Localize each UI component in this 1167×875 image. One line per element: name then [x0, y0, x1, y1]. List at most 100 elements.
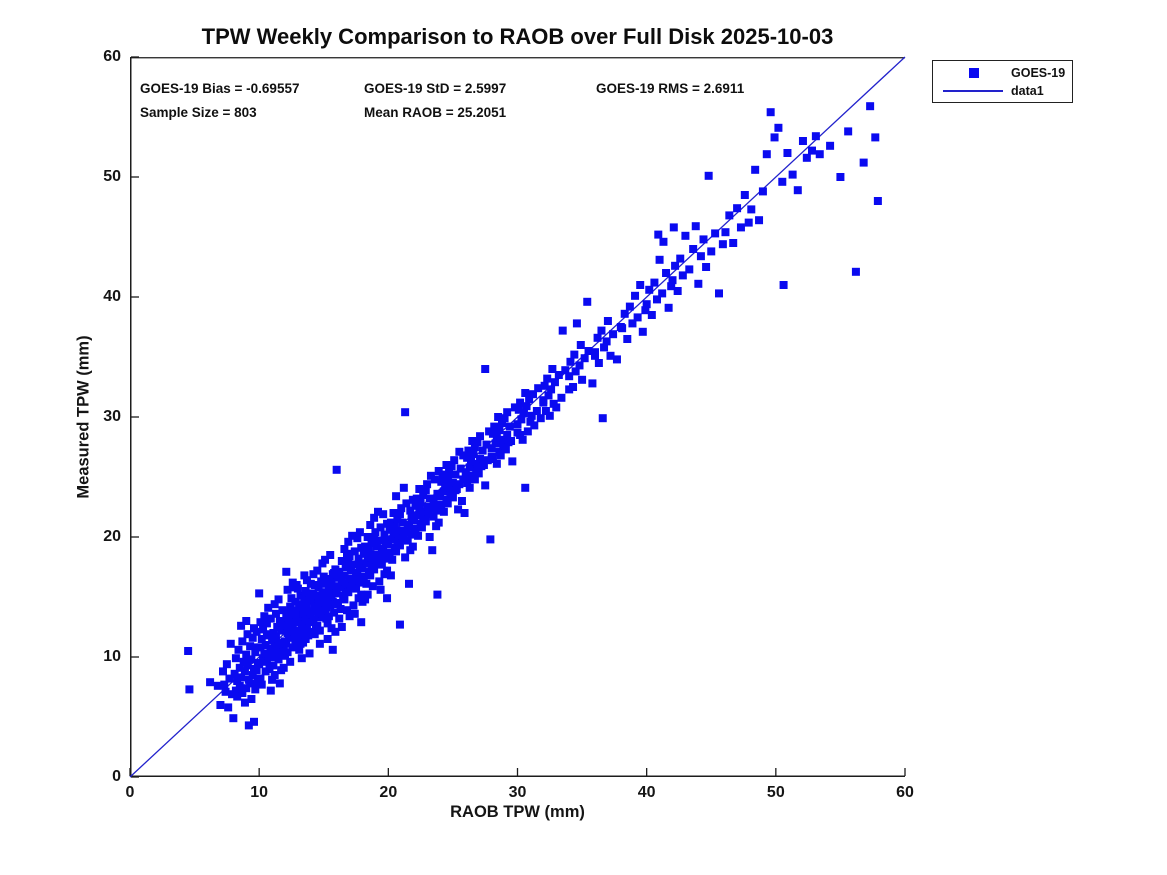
scatter-marker — [229, 714, 238, 723]
scatter-marker — [561, 366, 570, 375]
scatter-marker — [514, 405, 523, 414]
scatter-marker — [323, 596, 332, 605]
scatter-marker — [235, 663, 244, 672]
scatter-marker — [490, 422, 499, 431]
scatter-marker — [352, 584, 361, 593]
scatter-marker — [371, 528, 380, 537]
scatter-marker — [256, 674, 265, 683]
scatter-marker — [481, 365, 490, 373]
scatter-marker — [689, 245, 698, 253]
scatter-marker — [268, 653, 277, 661]
scatter-marker — [513, 420, 522, 429]
scatter-marker — [523, 427, 532, 436]
scatter-marker — [318, 588, 327, 597]
scatter-marker — [331, 627, 340, 636]
scatter-marker — [530, 421, 539, 430]
scatter-marker — [464, 446, 473, 455]
scatter-marker — [284, 608, 293, 617]
scatter-marker — [755, 216, 764, 225]
scatter-marker — [395, 620, 404, 629]
scatter-marker — [266, 686, 275, 695]
scatter-marker — [704, 171, 713, 180]
scatter-marker — [268, 675, 277, 684]
scatter-marker — [446, 483, 455, 492]
scatter-marker — [529, 390, 537, 399]
scatter-marker — [389, 529, 398, 538]
scatter-marker — [335, 614, 344, 623]
scatter-marker — [259, 625, 268, 634]
scatter-marker — [340, 595, 349, 604]
scatter-marker — [274, 655, 283, 664]
scatter-marker — [243, 661, 252, 670]
scatter-marker — [301, 635, 310, 643]
y-tick-label: 10 — [103, 648, 121, 665]
scatter-marker — [385, 551, 394, 559]
scatter-marker — [552, 403, 561, 412]
scatter-marker — [283, 585, 292, 594]
scatter-marker — [405, 579, 413, 588]
scatter-marker — [240, 667, 249, 676]
scatter-marker — [421, 517, 430, 526]
scatter-marker — [262, 657, 271, 666]
scatter-marker — [423, 503, 432, 511]
scatter-marker — [256, 618, 265, 627]
scatter-marker — [322, 579, 331, 588]
scatter-marker — [250, 624, 258, 633]
scatter-marker — [650, 278, 659, 287]
scatter-marker — [452, 485, 461, 493]
scatter-marker — [671, 261, 680, 270]
scatter-marker — [443, 474, 452, 483]
scatter-marker — [424, 510, 433, 519]
scatter-marker — [299, 609, 308, 618]
scatter-marker — [206, 678, 215, 687]
scatter-marker — [367, 539, 376, 547]
scatter-marker — [859, 158, 868, 167]
scatter-marker — [255, 660, 264, 669]
scatter-marker — [368, 582, 377, 591]
scatter-marker — [353, 534, 362, 543]
y-tick-label: 50 — [103, 168, 121, 185]
scatter-marker — [278, 606, 287, 615]
scatter-marker — [788, 170, 797, 179]
scatter-marker — [594, 359, 603, 367]
scatter-marker — [274, 595, 283, 604]
scatter-marker — [628, 319, 637, 328]
scatter-marker — [572, 319, 581, 328]
scatter-marker — [636, 281, 645, 289]
scatter-marker — [448, 479, 457, 487]
scatter-marker — [340, 545, 349, 553]
scatter-marker — [508, 457, 517, 466]
scatter-marker — [702, 263, 711, 271]
scatter-marker — [225, 674, 234, 683]
scatter-marker — [625, 302, 634, 311]
scatter-marker — [282, 567, 291, 576]
scatter-marker — [319, 572, 328, 581]
scatter-marker — [384, 540, 393, 549]
scatter-marker — [299, 629, 308, 637]
scatter-marker — [271, 609, 280, 618]
scatter-marker — [358, 564, 367, 573]
scatter-marker — [353, 570, 362, 579]
scatter-marker — [251, 648, 260, 657]
scatter-marker — [620, 309, 629, 318]
stat-std: GOES-19 StD = 2.5997 — [364, 81, 507, 96]
scatter-marker — [284, 618, 293, 627]
scatter-marker — [359, 575, 368, 583]
scatter-marker — [430, 475, 439, 484]
scatter-marker — [242, 684, 251, 693]
scatter-marker — [417, 523, 426, 532]
scatter-marker — [337, 577, 346, 586]
scatter-marker — [479, 461, 488, 469]
scatter-marker — [491, 439, 500, 448]
x-tick-label: 40 — [637, 784, 656, 801]
scatter-marker — [354, 554, 363, 563]
scatter-marker — [851, 267, 860, 276]
scatter-marker — [584, 347, 593, 355]
scatter-marker — [557, 393, 566, 402]
scatter-marker — [659, 237, 668, 246]
scatter-marker — [609, 330, 618, 339]
plot-area — [129, 56, 906, 778]
scatter-marker — [736, 223, 745, 232]
scatter-marker — [699, 235, 708, 244]
scatter-marker — [295, 645, 304, 654]
